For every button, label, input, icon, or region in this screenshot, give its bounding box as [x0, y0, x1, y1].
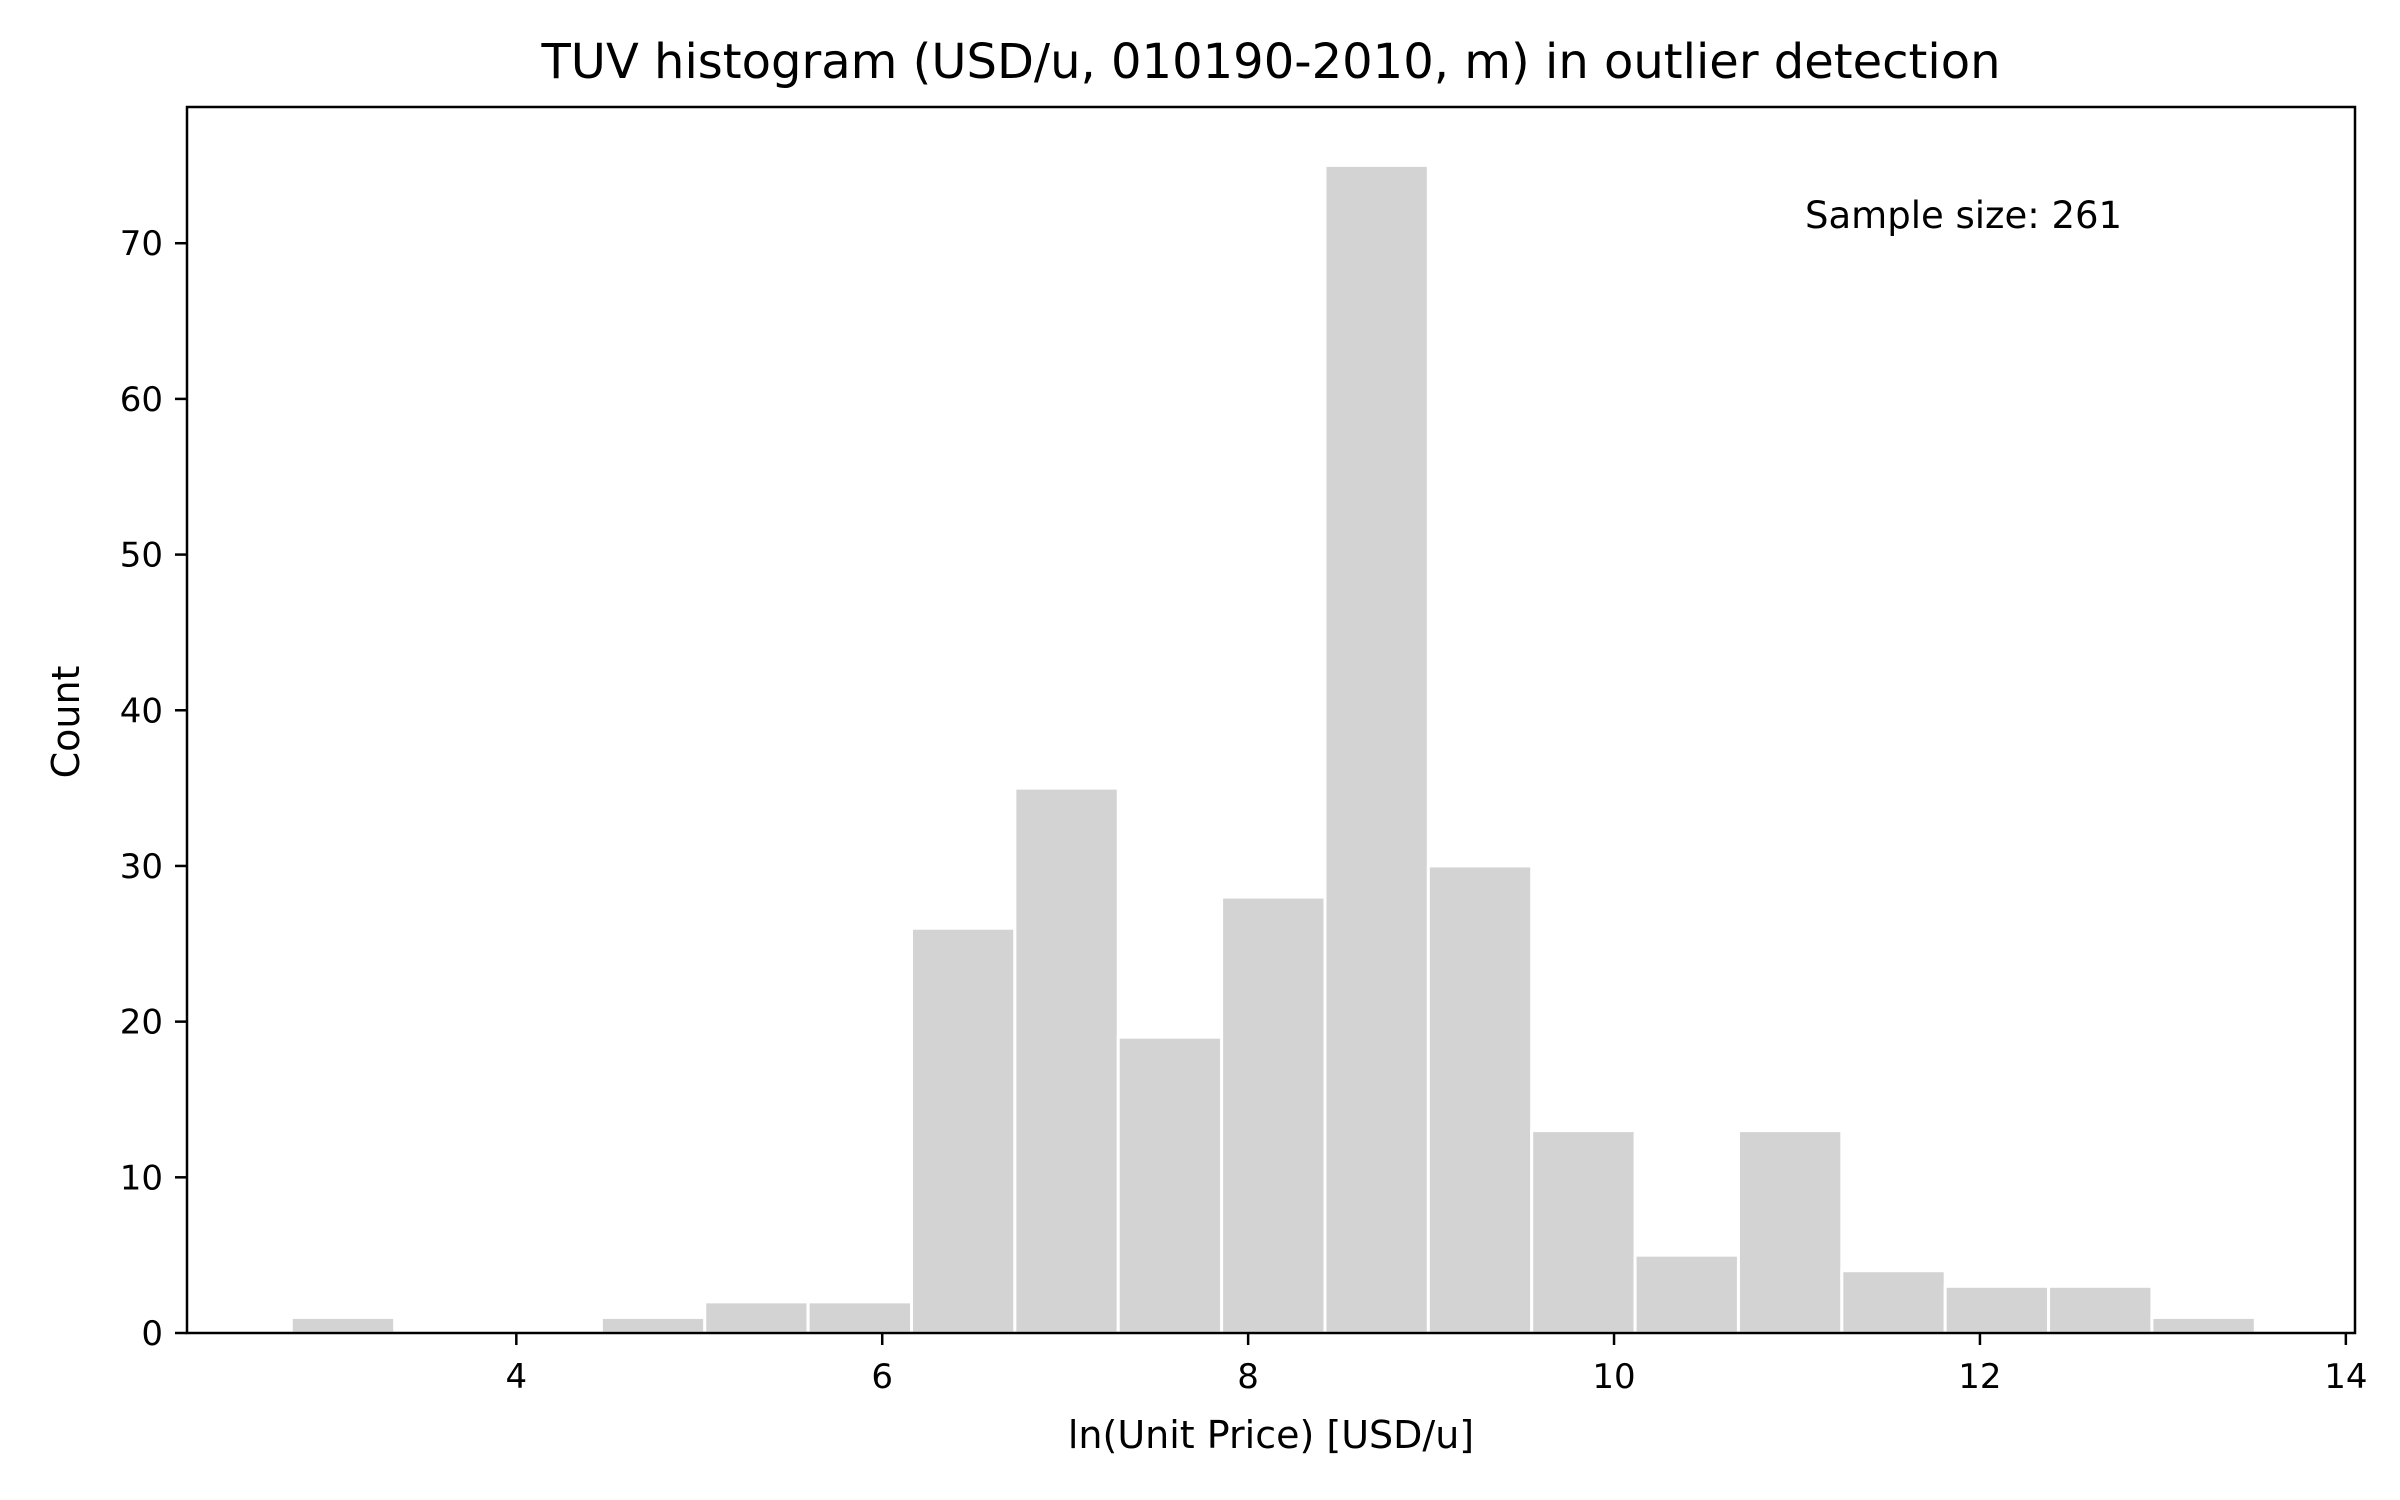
chart-title: TUV histogram (USD/u, 010190-2010, m) in… [540, 34, 2000, 90]
bars-group [289, 163, 2257, 1335]
histogram-bar [1530, 1129, 1637, 1335]
y-tick-label: 40 [120, 691, 163, 731]
x-axis-label: ln(Unit Price) [USD/u] [1068, 1413, 1474, 1457]
x-axis-ticks: 4 6 8 10 12 14 [505, 1333, 2367, 1397]
x-tick-label: 8 [1237, 1357, 1259, 1397]
y-tick-label: 50 [120, 536, 163, 576]
histogram-bar [2150, 1315, 2257, 1335]
histogram-bar [289, 1315, 397, 1335]
y-tick-label: 70 [120, 224, 163, 264]
y-axis-label: Count [44, 666, 88, 779]
y-tick-label: 0 [141, 1314, 163, 1354]
x-tick-label: 6 [871, 1357, 893, 1397]
histogram-bar [1840, 1269, 1947, 1335]
y-tick-label: 30 [120, 847, 163, 887]
x-tick-label: 12 [1958, 1357, 2001, 1397]
histogram-bar [1736, 1129, 1844, 1335]
histogram-bar [1116, 1035, 1224, 1335]
sample-size-annotation: Sample size: 261 [1805, 194, 2122, 237]
histogram-bar [1013, 786, 1120, 1335]
histogram-bar [1220, 895, 1327, 1335]
y-tick-label: 60 [120, 380, 163, 420]
y-axis-ticks: 0 10 20 30 40 50 60 70 [120, 224, 187, 1354]
x-tick-label: 10 [1592, 1357, 1635, 1397]
histogram-bar [1323, 163, 1430, 1335]
histogram-bar [703, 1300, 810, 1335]
histogram-bar [599, 1315, 707, 1335]
y-tick-label: 10 [120, 1158, 163, 1198]
histogram-bar [1943, 1284, 2051, 1335]
plot-frame [185, 105, 2357, 1335]
x-tick-label: 4 [505, 1357, 527, 1397]
histogram-bar [909, 926, 1017, 1335]
y-tick-label: 20 [120, 1003, 163, 1043]
histogram-bar [806, 1300, 913, 1335]
histogram-bar [1426, 864, 1534, 1335]
x-tick-label: 14 [2324, 1357, 2367, 1397]
histogram-bar [1633, 1253, 1740, 1335]
histogram-bar [2047, 1284, 2154, 1335]
